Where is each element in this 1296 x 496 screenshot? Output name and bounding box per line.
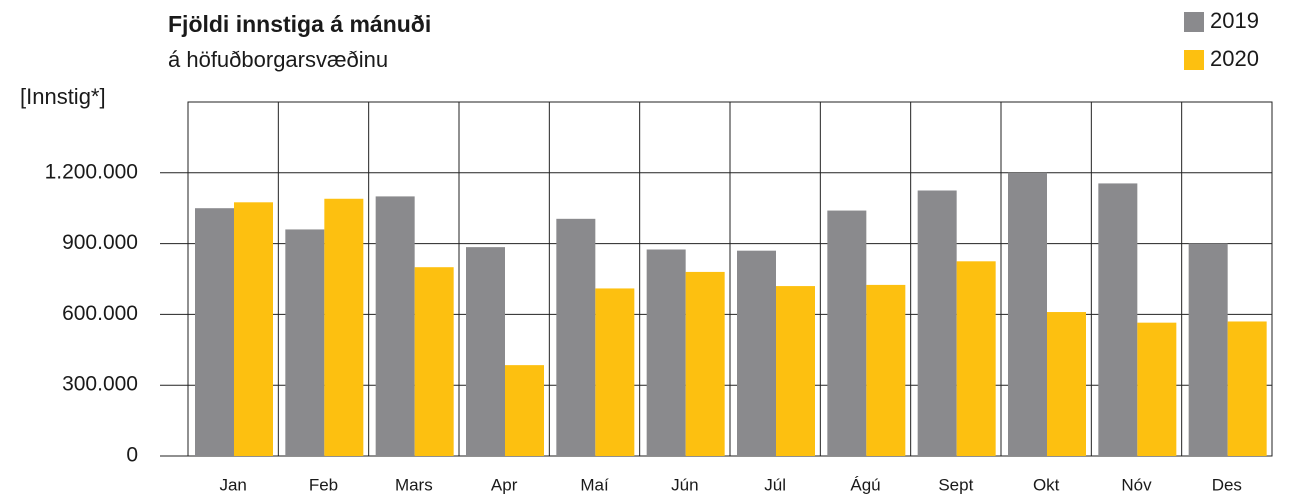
x-tick-label: Júl bbox=[764, 475, 786, 494]
x-tick-label: Jún bbox=[671, 475, 698, 494]
bar bbox=[595, 288, 635, 456]
bar bbox=[1227, 321, 1267, 456]
y-tick-label: 600.000 bbox=[62, 302, 138, 325]
bar bbox=[375, 196, 415, 456]
legend-swatch bbox=[1184, 12, 1204, 32]
bar bbox=[685, 271, 725, 456]
legend-label: 2019 bbox=[1210, 8, 1259, 33]
bar bbox=[827, 210, 867, 456]
x-tick-label: Okt bbox=[1033, 475, 1060, 494]
x-tick-label: Mars bbox=[395, 475, 433, 494]
bar bbox=[866, 284, 906, 456]
bar bbox=[234, 202, 273, 456]
chart-title: Fjöldi innstiga á mánuði bbox=[168, 11, 431, 37]
bar bbox=[414, 267, 454, 456]
bar bbox=[917, 190, 957, 456]
bar bbox=[195, 208, 234, 456]
y-tick-label: 300.000 bbox=[62, 373, 138, 396]
bar bbox=[324, 198, 364, 456]
x-tick-label: Jan bbox=[219, 475, 246, 494]
y-tick-label: 0 bbox=[126, 444, 138, 467]
bar bbox=[737, 250, 776, 456]
x-tick-label: Des bbox=[1212, 475, 1242, 494]
x-tick-label: Apr bbox=[491, 475, 518, 494]
x-tick-label: Maí bbox=[580, 475, 609, 494]
y-tick-label: 1.200.000 bbox=[45, 160, 138, 183]
chart-subtitle: á höfuðborgarsvæðinu bbox=[168, 47, 388, 72]
x-tick-label: Feb bbox=[309, 475, 338, 494]
legend-swatch bbox=[1184, 50, 1204, 70]
bar bbox=[285, 229, 325, 456]
legend-label: 2020 bbox=[1210, 46, 1259, 71]
bar bbox=[1047, 312, 1086, 456]
bar bbox=[466, 247, 505, 456]
bar bbox=[776, 286, 815, 456]
bar bbox=[1137, 322, 1177, 456]
bar bbox=[646, 249, 686, 456]
bar bbox=[1098, 183, 1138, 457]
x-tick-label: Nóv bbox=[1121, 475, 1152, 494]
y-tick-label: 900.000 bbox=[62, 231, 138, 254]
bar bbox=[556, 218, 596, 456]
x-tick-label: Sept bbox=[938, 475, 973, 494]
bar bbox=[956, 261, 996, 456]
bar bbox=[505, 365, 544, 456]
y-axis-label: [Innstig*] bbox=[20, 84, 106, 109]
bar bbox=[1188, 243, 1228, 456]
x-tick-label: Ágú bbox=[850, 475, 880, 494]
bar bbox=[1008, 172, 1047, 457]
